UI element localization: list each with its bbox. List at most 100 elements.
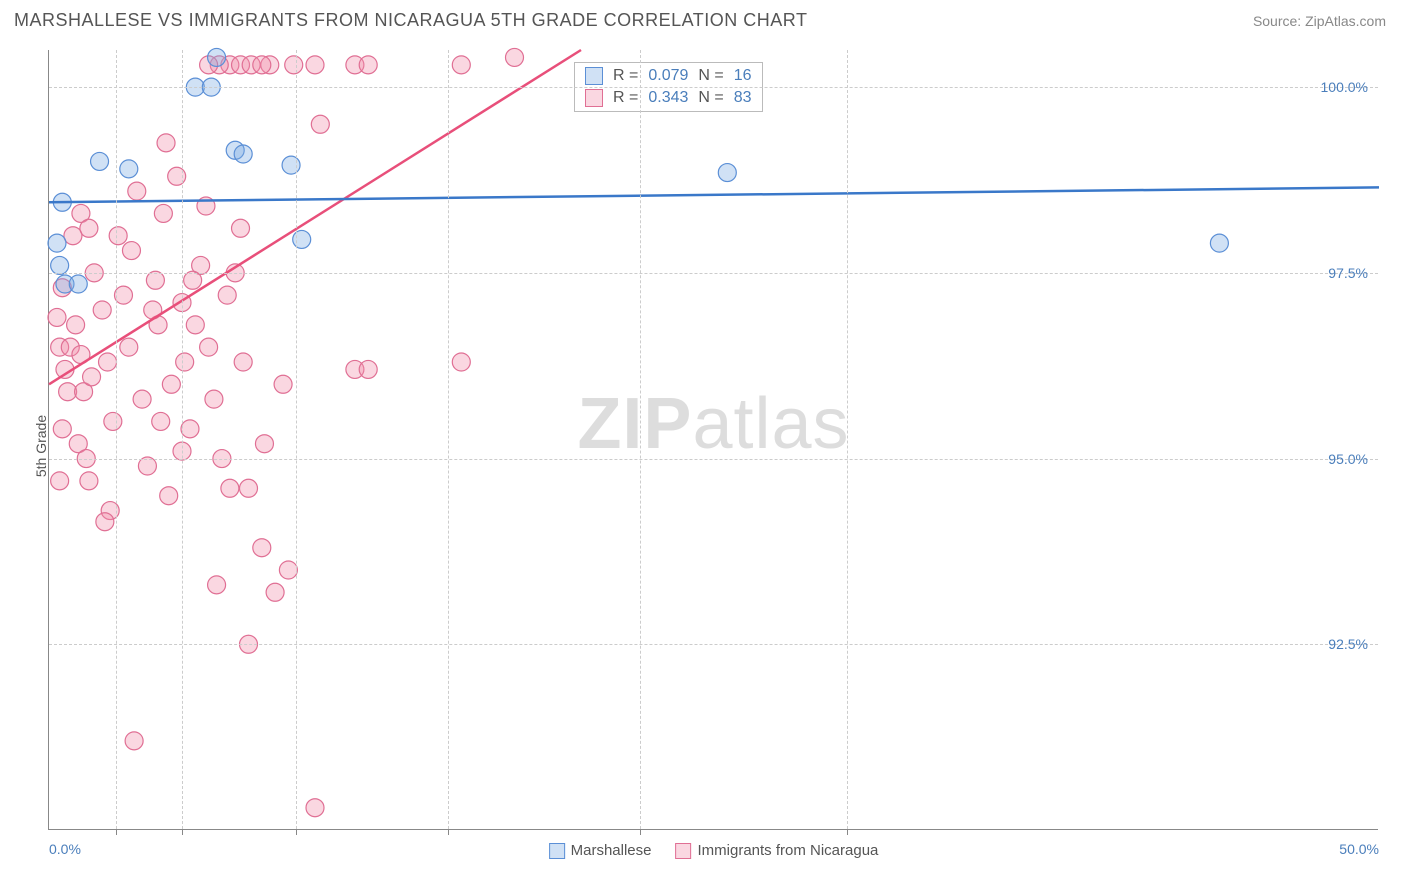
x-tick-mark	[182, 829, 183, 835]
data-point	[120, 338, 138, 356]
data-point	[67, 316, 85, 334]
stats-r-value-blue: 0.079	[648, 67, 688, 85]
regression-line	[49, 187, 1379, 202]
x-tick-mark	[847, 829, 848, 835]
data-point	[109, 227, 127, 245]
data-point	[162, 375, 180, 393]
data-point	[160, 487, 178, 505]
data-point	[218, 286, 236, 304]
data-point	[80, 219, 98, 237]
gridline-vertical	[296, 50, 297, 829]
data-point	[48, 308, 66, 326]
y-tick-label: 97.5%	[1328, 265, 1368, 281]
chart-title: MARSHALLESE VS IMMIGRANTS FROM NICARAGUA…	[14, 10, 807, 31]
stats-r-label: R =	[613, 89, 638, 107]
data-point	[176, 353, 194, 371]
data-point	[184, 271, 202, 289]
data-point	[359, 360, 377, 378]
data-point	[452, 56, 470, 74]
data-point	[133, 390, 151, 408]
gridline-vertical	[640, 50, 641, 829]
data-point	[146, 271, 164, 289]
gridline-horizontal	[49, 273, 1378, 274]
y-tick-label: 92.5%	[1328, 636, 1368, 652]
data-point	[154, 204, 172, 222]
stats-n-value-blue: 16	[734, 67, 752, 85]
gridline-horizontal	[49, 87, 1378, 88]
chart-plot-area: ZIPatlas R =0.079N =16R =0.343N =83 Mars…	[48, 50, 1378, 830]
data-point	[359, 56, 377, 74]
data-point	[51, 472, 69, 490]
data-point	[122, 242, 140, 260]
legend-swatch-pink	[675, 843, 691, 859]
data-point	[91, 152, 109, 170]
legend-item-marshallese: Marshallese	[549, 842, 652, 859]
data-point	[253, 56, 271, 74]
data-point	[99, 353, 117, 371]
x-tick-label: 0.0%	[49, 841, 81, 857]
data-point	[69, 275, 87, 293]
stats-n-label: N =	[698, 89, 723, 107]
data-point	[266, 583, 284, 601]
data-point	[51, 256, 69, 274]
data-point	[96, 513, 114, 531]
gridline-vertical	[448, 50, 449, 829]
data-point	[232, 219, 250, 237]
data-point	[506, 48, 524, 66]
data-point	[157, 134, 175, 152]
data-point	[240, 479, 258, 497]
regression-line	[49, 50, 581, 384]
legend-item-nicaragua: Immigrants from Nicaragua	[675, 842, 878, 859]
data-point	[59, 383, 77, 401]
data-point	[253, 539, 271, 557]
data-point	[181, 420, 199, 438]
stats-r-value-pink: 0.343	[648, 89, 688, 107]
stats-swatch-blue	[585, 67, 603, 85]
y-tick-label: 100.0%	[1321, 79, 1368, 95]
data-point	[125, 732, 143, 750]
gridline-vertical	[847, 50, 848, 829]
data-point	[1210, 234, 1228, 252]
legend-swatch-blue	[549, 843, 565, 859]
data-point	[80, 472, 98, 490]
data-point	[114, 286, 132, 304]
data-point	[279, 561, 297, 579]
data-point	[221, 479, 239, 497]
data-point	[104, 412, 122, 430]
y-axis-label: 5th Grade	[33, 415, 49, 477]
data-point	[48, 234, 66, 252]
stats-r-label: R =	[613, 67, 638, 85]
x-tick-mark	[640, 829, 641, 835]
data-point	[311, 115, 329, 133]
legend-bottom: Marshallese Immigrants from Nicaragua	[549, 842, 879, 859]
data-point	[83, 368, 101, 386]
data-point	[306, 799, 324, 817]
x-tick-mark	[116, 829, 117, 835]
data-point	[186, 316, 204, 334]
gridline-horizontal	[49, 644, 1378, 645]
y-tick-label: 95.0%	[1328, 451, 1368, 467]
source-attribution: Source: ZipAtlas.com	[1253, 13, 1386, 29]
data-point	[234, 353, 252, 371]
data-point	[234, 145, 252, 163]
data-point	[64, 227, 82, 245]
data-point	[208, 48, 226, 66]
data-point	[208, 576, 226, 594]
data-point	[128, 182, 146, 200]
gridline-vertical	[182, 50, 183, 829]
data-point	[306, 56, 324, 74]
data-point	[53, 420, 71, 438]
data-point	[152, 412, 170, 430]
data-point	[93, 301, 111, 319]
data-point	[285, 56, 303, 74]
stats-swatch-pink	[585, 89, 603, 107]
stats-n-value-pink: 83	[734, 89, 752, 107]
data-point	[718, 164, 736, 182]
x-tick-mark	[296, 829, 297, 835]
legend-label-blue: Marshallese	[571, 842, 652, 859]
data-point	[255, 435, 273, 453]
gridline-vertical	[116, 50, 117, 829]
scatter-plot-svg	[49, 50, 1378, 829]
data-point	[138, 457, 156, 475]
x-tick-label: 50.0%	[1339, 841, 1379, 857]
